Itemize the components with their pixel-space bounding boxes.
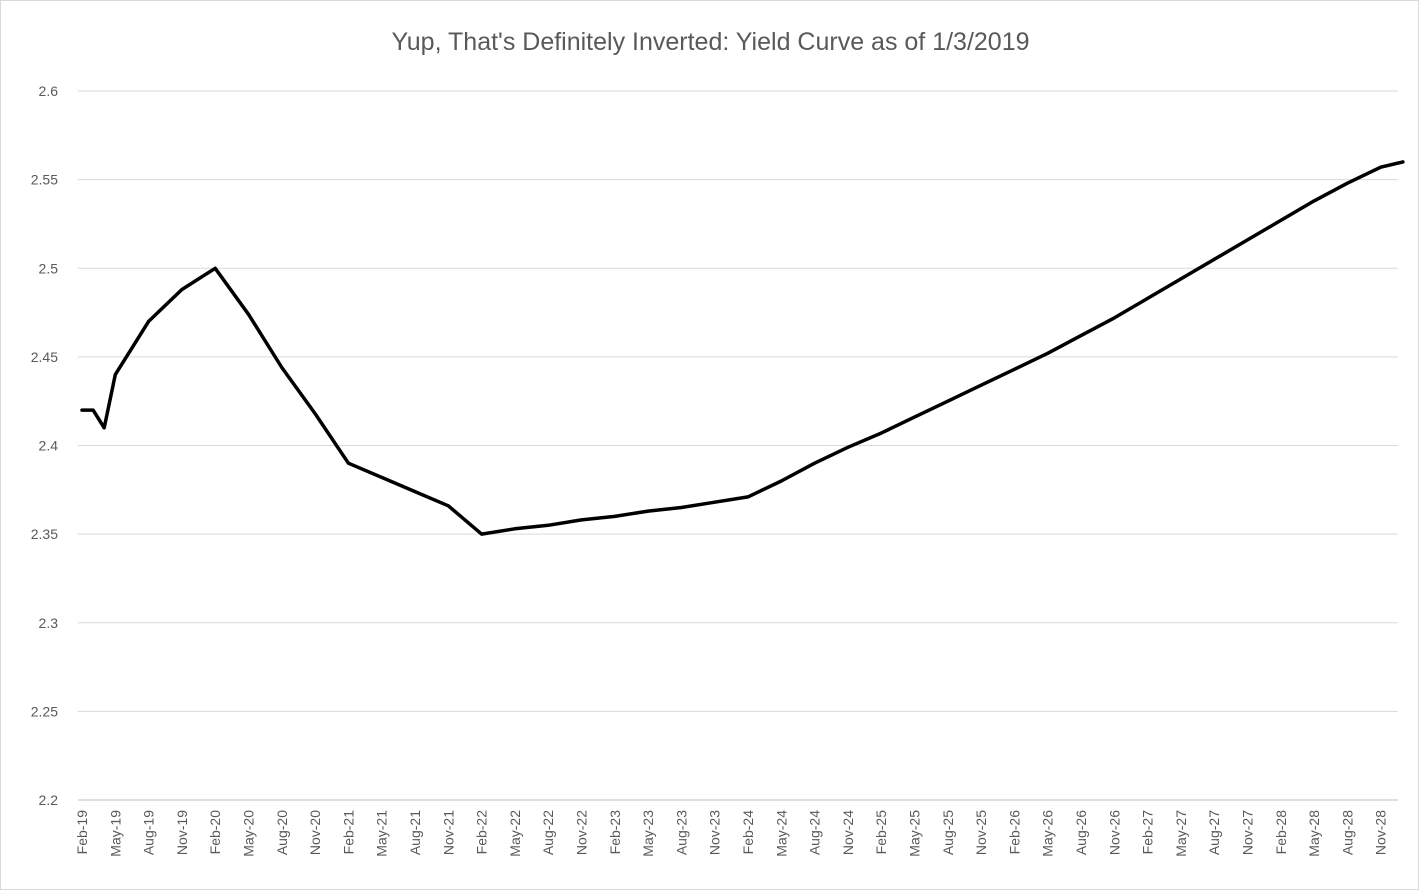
data-point	[1279, 218, 1283, 222]
x-tick-label: Aug-21	[407, 810, 423, 855]
x-tick-label: Nov-22	[574, 810, 590, 855]
gridlines	[78, 90, 1398, 801]
x-tick-label: Nov-26	[1106, 810, 1122, 855]
data-point	[247, 312, 250, 316]
data-point	[1312, 199, 1316, 203]
x-tick-label: May-19	[107, 810, 123, 857]
y-tick-label: 2.45	[31, 349, 58, 365]
x-tick-label: Aug-25	[940, 810, 956, 855]
data-point	[879, 431, 883, 435]
x-tick-label: Feb-23	[607, 810, 623, 855]
data-point	[546, 523, 550, 527]
y-tick-label: 2.5	[39, 260, 59, 276]
x-tick-label: Aug-26	[1073, 810, 1089, 855]
data-point	[1179, 277, 1183, 281]
data-point	[1012, 367, 1016, 371]
y-axis-tick-labels: 2.2 2.25 2.3 2.35 2.4 2.45 2.5 2.55 2.6	[31, 83, 58, 808]
x-tick-label: May-25	[907, 810, 923, 857]
x-axis-tick-labels: Feb-19 May-19 Aug-19 Nov-19 Feb-20 May-20 Aug-…	[74, 810, 1389, 857]
x-tick-label: Nov-20	[307, 810, 323, 855]
x-tick-label: Nov-24	[840, 810, 856, 855]
series-layer	[80, 160, 1405, 536]
data-point	[147, 319, 151, 323]
x-tick-label: Feb-24	[740, 810, 756, 855]
data-point	[613, 514, 617, 518]
x-tick-label: Aug-19	[141, 810, 157, 855]
x-tick-label: Aug-23	[673, 810, 689, 855]
data-point	[113, 373, 117, 377]
data-point	[80, 408, 84, 412]
y-tick-label: 2.25	[31, 703, 58, 719]
x-tick-label: Nov-19	[174, 810, 190, 855]
x-tick-label: May-21	[374, 810, 390, 857]
data-point	[313, 412, 317, 416]
data-point	[746, 495, 750, 499]
x-tick-label: May-22	[507, 810, 523, 857]
data-point	[1146, 296, 1150, 300]
data-point	[513, 527, 517, 531]
data-point	[1112, 316, 1116, 320]
y-tick-label: 2.55	[31, 172, 58, 188]
data-point	[446, 504, 450, 508]
x-tick-label: Nov-21	[440, 810, 456, 855]
x-tick-label: May-27	[1173, 810, 1189, 857]
data-point	[380, 475, 384, 479]
y-tick-label: 2.2	[39, 792, 59, 808]
x-tick-label: May-24	[773, 810, 789, 857]
x-tick-label: Aug-22	[540, 810, 556, 855]
data-point	[713, 500, 717, 504]
x-tick-label: May-23	[640, 810, 656, 857]
chart-title: Yup, That's Definitely Inverted: Yield C…	[391, 28, 1030, 56]
data-point	[1379, 165, 1383, 169]
x-tick-label: May-26	[1040, 810, 1056, 857]
x-tick-label: Aug-24	[807, 810, 823, 855]
x-tick-label: Feb-19	[74, 810, 90, 855]
x-tick-label: Nov-25	[973, 810, 989, 855]
data-point	[1046, 351, 1050, 355]
data-point	[846, 445, 850, 449]
x-tick-label: Feb-21	[340, 810, 356, 855]
data-point	[1401, 160, 1405, 164]
y-tick-label: 2.6	[39, 83, 59, 99]
y-tick-label: 2.35	[31, 526, 58, 542]
y-tick-label: 2.4	[39, 438, 59, 454]
data-point	[213, 266, 217, 270]
x-tick-label: Feb-20	[207, 810, 223, 855]
x-tick-label: Feb-26	[1006, 810, 1022, 855]
y-tick-label: 2.3	[39, 615, 59, 631]
data-point	[280, 366, 284, 370]
x-tick-label: Nov-28	[1373, 810, 1389, 855]
data-point	[1246, 238, 1249, 242]
data-point	[779, 479, 783, 483]
data-point	[1079, 334, 1083, 338]
x-tick-label: Aug-27	[1206, 810, 1222, 855]
data-point	[946, 399, 950, 403]
data-point	[91, 408, 95, 412]
x-tick-label: Feb-25	[873, 810, 889, 855]
x-tick-label: Feb-27	[1140, 810, 1156, 855]
x-tick-label: Aug-20	[274, 810, 290, 855]
x-tick-label: May-28	[1306, 810, 1322, 857]
x-tick-label: Feb-22	[474, 810, 490, 855]
data-point	[646, 509, 650, 513]
x-tick-label: May-20	[241, 810, 257, 857]
data-point	[480, 532, 484, 536]
data-point	[1212, 257, 1216, 261]
x-tick-label: Nov-27	[1240, 810, 1256, 855]
data-point	[580, 518, 583, 522]
x-tick-label: Aug-28	[1339, 810, 1355, 855]
series-line	[80, 160, 1405, 536]
data-point	[813, 461, 817, 465]
x-tick-label: Feb-28	[1273, 810, 1289, 855]
data-point	[102, 426, 106, 430]
data-point	[679, 506, 683, 510]
data-point	[913, 415, 916, 419]
data-point	[180, 288, 184, 292]
data-point	[413, 490, 417, 494]
x-tick-label: Nov-23	[707, 810, 723, 855]
data-point	[346, 461, 350, 465]
data-point	[979, 383, 983, 387]
data-point	[1345, 181, 1349, 185]
